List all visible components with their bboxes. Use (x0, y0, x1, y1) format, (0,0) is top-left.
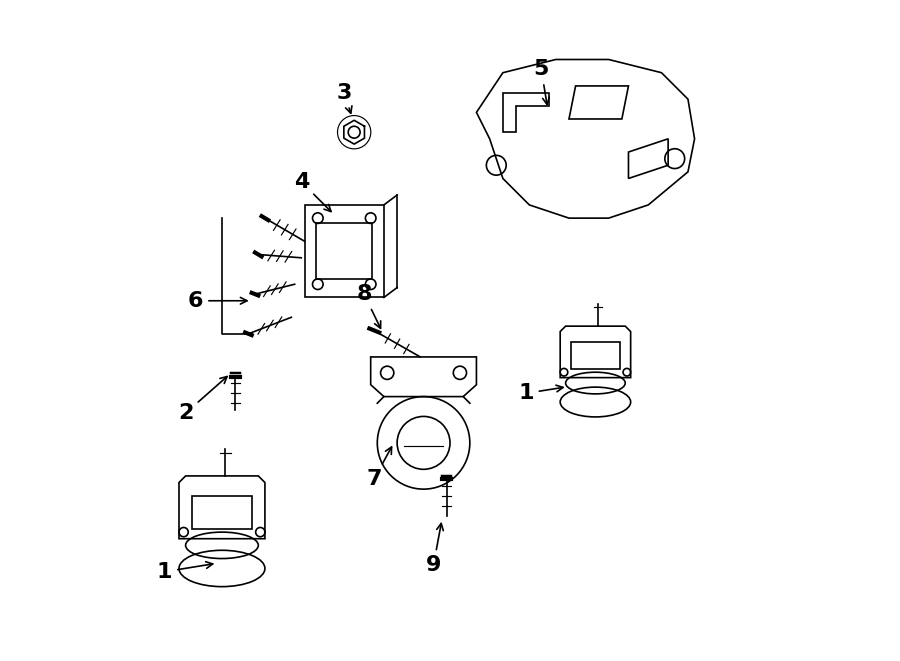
Text: 7: 7 (366, 447, 392, 489)
Text: 4: 4 (293, 172, 331, 212)
Text: 6: 6 (188, 291, 248, 311)
Text: 1: 1 (518, 383, 563, 403)
Text: 9: 9 (426, 524, 444, 575)
Text: 1: 1 (157, 562, 212, 582)
Text: 2: 2 (178, 377, 227, 423)
Text: 5: 5 (534, 59, 549, 104)
Text: 3: 3 (337, 83, 352, 113)
Text: 8: 8 (356, 284, 381, 329)
